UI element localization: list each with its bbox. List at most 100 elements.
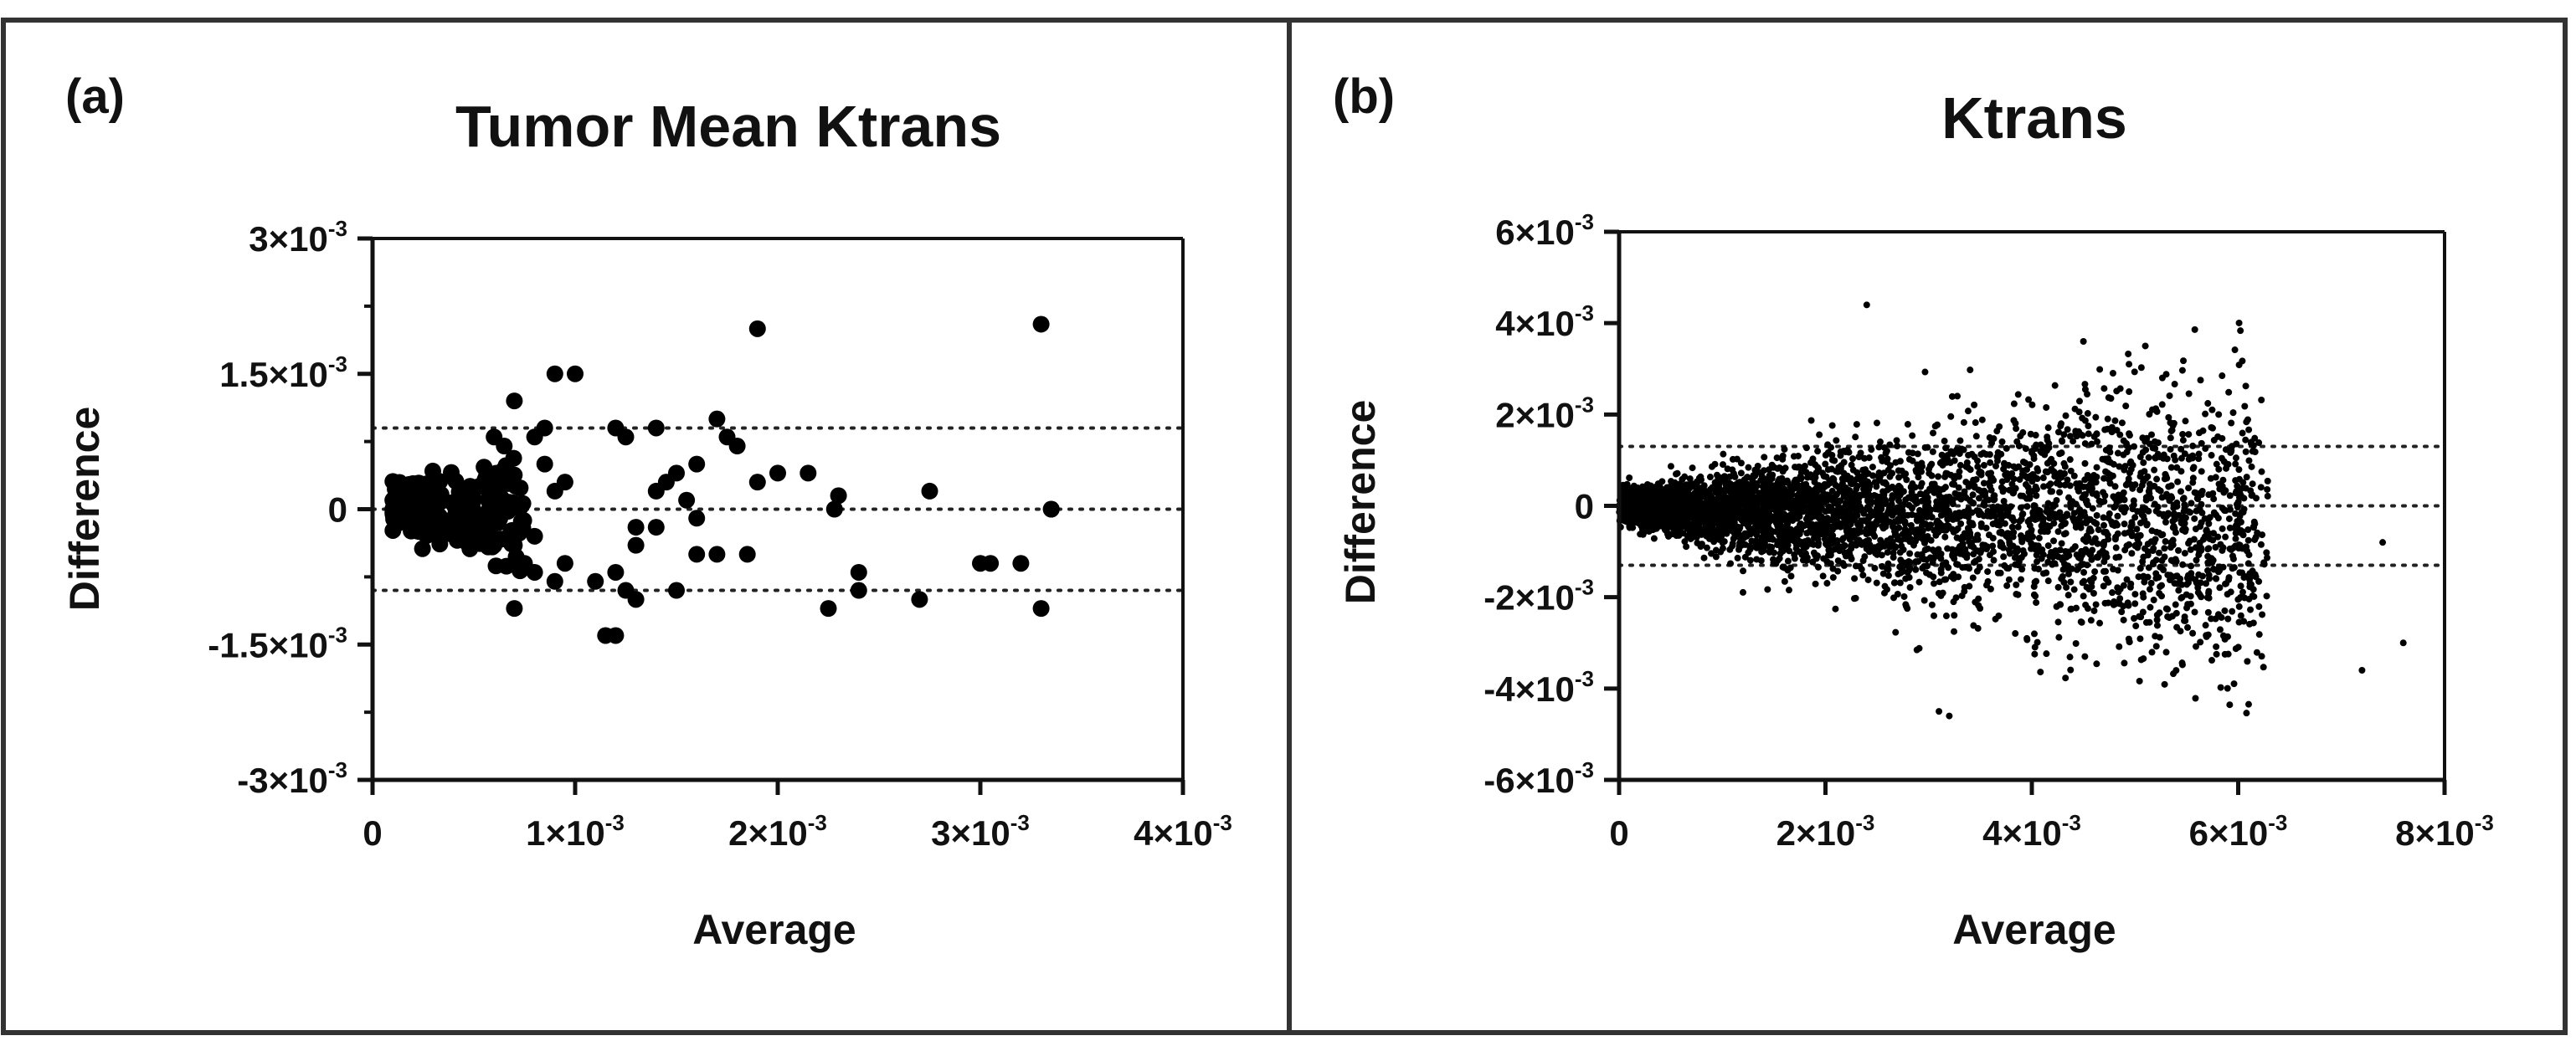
data-point: [1937, 592, 1945, 599]
data-point: [417, 519, 434, 536]
data-point: [2081, 386, 2089, 393]
data-point: [2034, 475, 2041, 483]
data-point: [1769, 471, 1776, 479]
data-point: [1872, 492, 1879, 500]
data-point: [668, 582, 685, 599]
data-point: [2152, 643, 2160, 650]
data-point: [2062, 674, 2070, 682]
data-point: [2235, 618, 2243, 626]
data-point: [2244, 700, 2252, 708]
data-point: [1944, 545, 1951, 552]
data-point: [1951, 473, 1959, 480]
data-point: [1915, 474, 1922, 481]
data-point: [2174, 478, 2182, 485]
data-point: [2024, 474, 2032, 482]
data-point: [1737, 469, 1745, 477]
data-point: [2062, 512, 2070, 520]
data-point: [1942, 576, 1950, 583]
data-point: [2044, 447, 2051, 454]
data-point: [2170, 452, 2178, 459]
data-point: [1865, 548, 1873, 556]
data-point: [1883, 564, 1890, 572]
data-point: [2082, 538, 2090, 546]
data-point: [2237, 529, 2244, 536]
panel-b-xlabel: Average: [1952, 906, 2116, 953]
data-point: [404, 474, 422, 492]
data-point: [2126, 432, 2133, 439]
data-point: [2044, 577, 2052, 585]
data-point: [1895, 571, 1902, 578]
data-point: [1956, 462, 1964, 469]
data-point: [1843, 496, 1851, 504]
data-point: [2062, 412, 2070, 419]
data-point: [1928, 601, 1936, 608]
panel-b-title: Ktrans: [1941, 85, 2127, 151]
data-point: [2033, 492, 2040, 500]
data-point: [1882, 523, 1890, 531]
data-point: [2131, 443, 2138, 450]
data-point: [2243, 543, 2250, 551]
data-point: [1032, 315, 1050, 333]
data-point: [1884, 510, 1891, 518]
data-point: [2185, 508, 2193, 515]
data-point: [385, 508, 403, 526]
data-point: [2208, 559, 2216, 567]
data-point: [2111, 417, 2119, 424]
data-point: [1908, 489, 1915, 496]
data-point: [1905, 567, 1912, 574]
data-point: [2220, 489, 2228, 496]
data-point: [1840, 459, 1848, 466]
data-point: [627, 519, 645, 536]
data-point: [1730, 469, 1737, 477]
y-tick-label: 3×10-3: [249, 216, 347, 259]
data-point: [2198, 572, 2206, 580]
data-point: [1823, 524, 1830, 531]
data-point: [1761, 454, 1768, 461]
data-point: [1927, 521, 1935, 529]
data-point: [2131, 600, 2139, 608]
data-point: [2060, 531, 2068, 538]
data-point: [2227, 588, 2234, 596]
data-point: [2010, 475, 2018, 483]
data-point: [1949, 496, 1956, 504]
data-point: [2259, 531, 2266, 539]
data-point: [1977, 520, 1985, 527]
data-point: [1681, 538, 1689, 546]
data-point: [1902, 601, 1910, 608]
data-point: [2116, 600, 2123, 608]
data-point: [2162, 519, 2169, 526]
data-point: [2212, 544, 2219, 551]
data-point: [2231, 524, 2239, 531]
data-point: [1912, 566, 1920, 573]
data-point: [2100, 582, 2107, 590]
data-point: [1871, 565, 1879, 572]
data-point: [2000, 512, 2008, 520]
data-point: [2067, 504, 2075, 511]
data-point: [1989, 535, 1997, 542]
data-point: [2089, 505, 2096, 512]
data-point: [2197, 377, 2204, 384]
data-point: [1687, 482, 1694, 490]
x-tick-label: 4×10-3: [1134, 810, 1232, 853]
data-point: [2178, 445, 2185, 453]
data-point: [2192, 544, 2199, 551]
data-point: [2225, 388, 2233, 396]
data-point: [2165, 483, 2172, 490]
data-point: [2003, 582, 2011, 589]
data-point: [1988, 439, 1996, 447]
data-point: [2005, 472, 2013, 479]
data-point: [1848, 461, 1855, 469]
data-point: [1845, 449, 1853, 456]
data-point: [2226, 505, 2234, 513]
data-point: [2093, 464, 2100, 471]
data-point: [2144, 551, 2152, 559]
data-point: [1834, 567, 1842, 575]
data-point: [2080, 561, 2087, 568]
data-point: [505, 449, 522, 467]
x-tick-label: 2×10-3: [728, 810, 827, 853]
data-point: [1745, 464, 1752, 471]
data-point: [1987, 585, 1994, 592]
data-point: [2078, 618, 2085, 626]
data-point: [2236, 569, 2244, 577]
data-point: [2131, 591, 2139, 598]
